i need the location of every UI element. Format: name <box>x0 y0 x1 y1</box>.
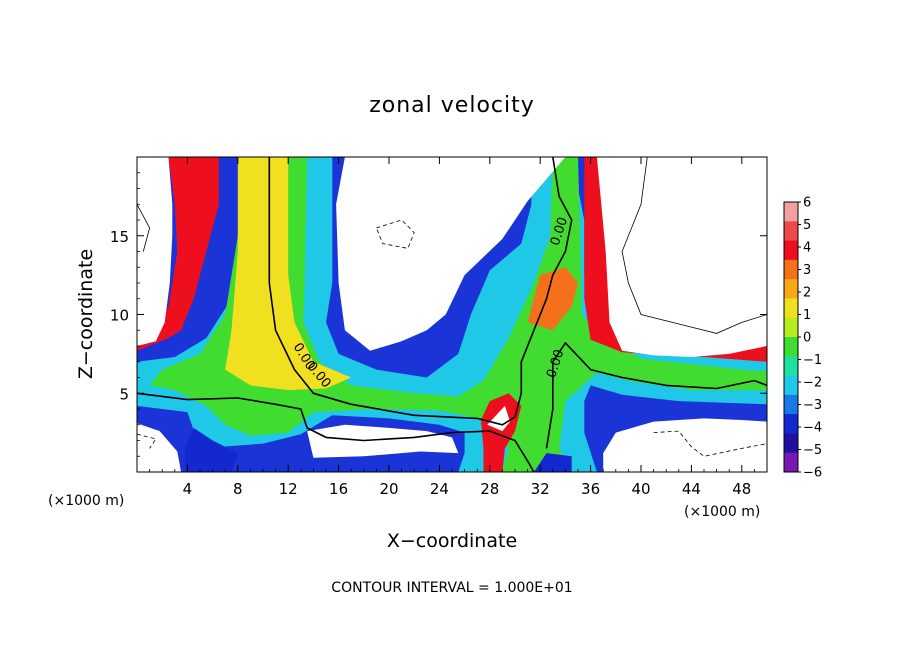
colorbar-swatch <box>784 414 798 434</box>
y-axis-label: Z−coordinate <box>75 249 97 379</box>
x-tick-label: 48 <box>732 480 751 498</box>
colorbar-swatch <box>784 375 798 396</box>
colorbar-label: 0 <box>803 331 811 346</box>
blank-region-2 <box>137 157 173 346</box>
color-band-9 <box>533 453 572 472</box>
color-band-1 <box>149 157 767 472</box>
colorbar-swatch <box>784 279 798 299</box>
colorbar-label: −3 <box>803 398 822 413</box>
x-tick-label: 8 <box>233 480 243 498</box>
colorbar-swatch <box>784 298 798 319</box>
colorbar-label: −6 <box>803 466 822 481</box>
colorbar: 6 5 4 3 2 1 0 −1 −2 −3 −4 −5 −6 <box>783 196 822 481</box>
x-unit-label: (×1000 m) <box>48 493 124 509</box>
x-tick-label: 16 <box>329 480 348 498</box>
x-tick-label: 44 <box>682 480 701 498</box>
colorbar-label: −4 <box>803 421 822 436</box>
colorbar-swatch <box>784 317 798 338</box>
x-tick-label: 24 <box>430 480 449 498</box>
colorbar-swatch <box>784 433 798 454</box>
colorbar-label: −1 <box>803 353 822 368</box>
y-tick-label: 15 <box>110 228 129 246</box>
colorbar-label: −2 <box>803 376 822 391</box>
thin-contour-1 <box>137 204 151 252</box>
colorbar-swatch <box>784 337 798 357</box>
plot-area <box>137 157 767 472</box>
blank-region-0 <box>336 157 566 351</box>
colorbar-swatch <box>784 240 798 261</box>
y-tick-label: 5 <box>119 385 129 403</box>
colorbar-label: 1 <box>803 308 811 323</box>
color-band-3 <box>137 157 219 351</box>
colorbar-swatch <box>784 356 798 377</box>
blank-region-4 <box>603 418 767 472</box>
colorbar-label: −5 <box>803 443 822 458</box>
blank-region-1 <box>596 157 767 357</box>
zero-contour-1 <box>137 392 535 472</box>
zero-contour-0 <box>268 157 573 426</box>
colorbar-label: 2 <box>803 286 811 301</box>
colorbar-swatch <box>784 452 798 473</box>
x-tick-label: 40 <box>631 480 650 498</box>
x-tick-label: 36 <box>581 480 600 498</box>
contour-interval-note: CONTOUR INTERVAL = 1.000E+01 <box>331 580 572 596</box>
color-band-2 <box>225 157 352 391</box>
colorbar-label: 6 <box>803 196 811 211</box>
colorbar-label: 5 <box>803 218 811 233</box>
x-tick-label: 28 <box>480 480 499 498</box>
blank-region-6 <box>487 405 510 432</box>
colorbar-label: 4 <box>803 241 811 256</box>
blank-region-5 <box>137 423 182 472</box>
chart-title: zonal velocity <box>369 93 535 118</box>
thin-contour-0 <box>621 157 767 334</box>
color-band-8 <box>184 427 238 472</box>
colorbar-swatch <box>784 259 798 280</box>
zero-contour-2 <box>545 342 767 449</box>
x-tick-label: 20 <box>379 480 398 498</box>
dashed-contour-0 <box>376 219 415 249</box>
x-axis-label: X−coordinate <box>387 530 517 552</box>
contour-lines <box>137 157 767 472</box>
x-tick-label: 12 <box>279 480 298 498</box>
colorbar-label: 3 <box>803 263 811 278</box>
color-bands <box>137 157 767 472</box>
colorbar-swatch <box>784 202 798 222</box>
colorbar-swatch <box>784 221 798 242</box>
blank-region-3 <box>307 424 459 458</box>
dashed-contour-1 <box>653 430 767 457</box>
blank-regions <box>137 157 767 472</box>
color-band-5 <box>481 393 522 472</box>
y-tick-label: 10 <box>110 307 129 325</box>
x-tick-label: 32 <box>531 480 550 498</box>
x-unit-label-right: (×1000 m) <box>684 504 760 520</box>
colorbar-swatch <box>784 394 798 415</box>
x-tick-label: 4 <box>183 480 193 498</box>
